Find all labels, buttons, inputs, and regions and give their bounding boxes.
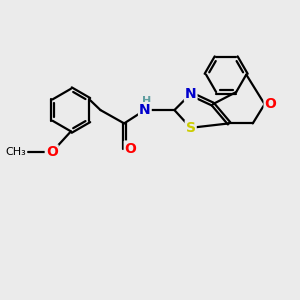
Text: N: N [185, 87, 197, 101]
Text: CH₃: CH₃ [6, 147, 27, 158]
Text: N: N [139, 103, 151, 117]
Text: H: H [142, 96, 151, 106]
Text: O: O [125, 142, 136, 155]
Text: O: O [46, 146, 58, 159]
Text: S: S [186, 121, 196, 135]
Text: O: O [265, 97, 277, 111]
